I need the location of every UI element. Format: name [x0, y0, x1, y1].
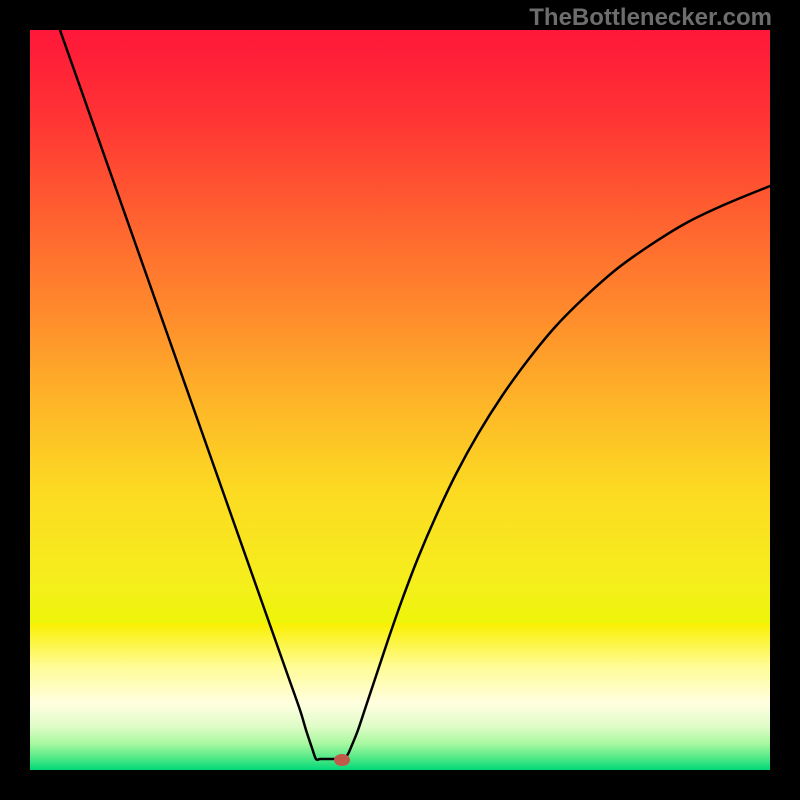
bottleneck-curve [0, 0, 800, 800]
chart-container: TheBottlenecker.com [0, 0, 800, 800]
curve-path [60, 30, 770, 760]
watermark-text: TheBottlenecker.com [529, 4, 772, 32]
optimal-point-marker [334, 754, 350, 766]
